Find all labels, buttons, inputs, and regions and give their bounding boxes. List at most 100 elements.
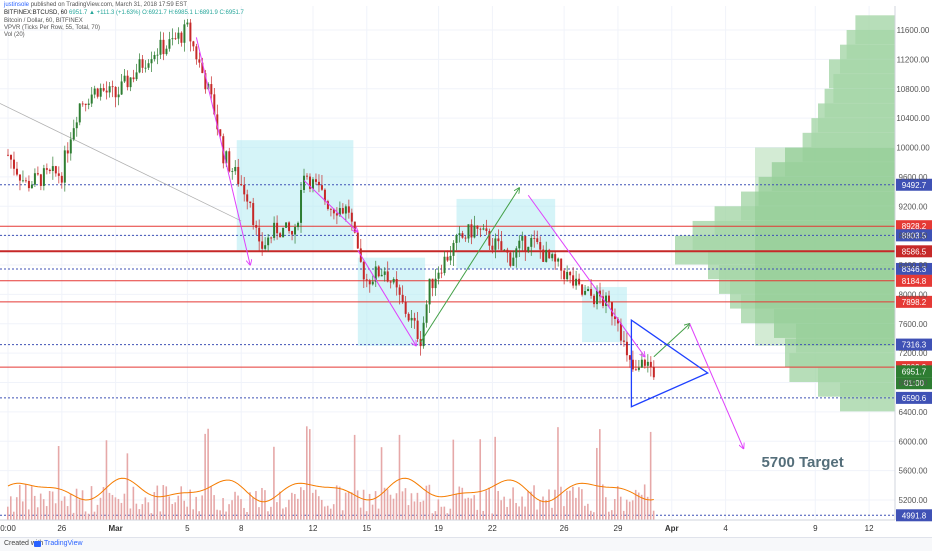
candle-body xyxy=(237,166,240,185)
candle-body xyxy=(536,238,539,243)
candle-body xyxy=(431,278,434,289)
candle-body xyxy=(353,221,356,233)
volume-bar xyxy=(536,509,538,520)
volume-bar xyxy=(416,492,419,520)
volume-bar xyxy=(314,489,317,520)
candle-body xyxy=(314,179,317,182)
candle-body xyxy=(147,63,150,68)
y-tick-label: 9600.00 xyxy=(899,173,928,182)
candle-body xyxy=(554,254,557,262)
candle-body xyxy=(54,166,57,174)
volume-bar xyxy=(628,501,631,520)
candle-body xyxy=(326,201,329,209)
volume-bar xyxy=(222,498,224,520)
candle-body xyxy=(422,322,425,347)
volume-bar xyxy=(461,487,464,520)
candle-body xyxy=(252,203,255,226)
volume-bar xyxy=(607,511,610,520)
candle-body xyxy=(368,280,371,285)
volume-bar xyxy=(162,485,165,520)
candle-body xyxy=(234,166,237,172)
indicator-vpvr[interactable]: VPVR (Ticks Per Row, 55, Total, 70) xyxy=(4,25,101,31)
volume-bar xyxy=(303,490,305,520)
candle-body xyxy=(392,278,395,283)
price-tag xyxy=(896,229,932,242)
volume-bar xyxy=(81,490,84,520)
x-tick-label: 15 xyxy=(362,524,371,533)
candle-body xyxy=(380,274,383,277)
symbol-name[interactable]: BITFINEX:BTCUSD, 60 xyxy=(4,10,68,16)
volume-bar xyxy=(18,484,21,520)
volume-bar xyxy=(45,506,48,520)
candle-body xyxy=(527,246,530,252)
candle-body xyxy=(183,24,186,43)
candle-body xyxy=(276,222,279,234)
volume-bar xyxy=(437,499,440,520)
candle-body xyxy=(637,367,640,370)
volume-bar xyxy=(434,511,437,520)
chart-title: Bitcoin / Dollar, 60, BITFINEX xyxy=(4,18,83,24)
volume-bar xyxy=(144,497,147,520)
volume-bar xyxy=(323,506,326,520)
tradingview-brand-link[interactable]: TradingView xyxy=(44,540,83,547)
volume-bar xyxy=(587,503,589,520)
candle-body xyxy=(634,369,637,371)
candle-body xyxy=(458,233,461,236)
candle-body xyxy=(398,287,401,295)
candle-body xyxy=(204,73,207,90)
volume-bar xyxy=(590,510,592,520)
y-tick-label: 11200.00 xyxy=(897,55,930,64)
current-price-label: 01:00 xyxy=(904,379,925,388)
indicator-vol[interactable]: Vol (20) xyxy=(4,32,25,38)
candle-body xyxy=(168,39,171,49)
volume-bar xyxy=(347,491,350,520)
annotation-arrow xyxy=(303,180,358,232)
y-tick-label: 9200.00 xyxy=(899,202,928,211)
candle-body xyxy=(524,236,527,252)
candle-body xyxy=(42,168,45,186)
volume-bar xyxy=(383,487,386,520)
candle-body xyxy=(201,62,204,74)
volume-bar xyxy=(554,489,556,520)
volume-bar xyxy=(374,491,377,520)
x-axis[interactable]: 0:00 26 Mar 5 8 12 15 19 22 26 29 Apr 4 9 12 xyxy=(0,519,895,533)
volume-bar xyxy=(593,512,595,520)
volume-bar xyxy=(569,490,571,520)
candle-body xyxy=(81,103,84,105)
candle-body xyxy=(192,41,195,47)
candle-body xyxy=(473,225,476,238)
volume-bar xyxy=(407,505,410,520)
candle-body xyxy=(45,168,48,170)
candle-body xyxy=(231,171,234,173)
annotation-arrow xyxy=(689,323,744,449)
annotation-arrow xyxy=(195,37,250,265)
volume-bar xyxy=(186,506,188,520)
candle-body xyxy=(198,59,201,63)
candle-body xyxy=(243,184,246,195)
volume-bar xyxy=(503,496,505,520)
volume-bar xyxy=(649,431,652,520)
author-link[interactable]: justinsole xyxy=(4,2,30,8)
annotation-arrow xyxy=(527,194,645,357)
volume-bar xyxy=(39,493,42,520)
volume-bar xyxy=(539,500,541,520)
volume-bar xyxy=(66,506,69,520)
candle-body xyxy=(249,201,252,204)
volume-bar xyxy=(634,489,637,520)
candle-body xyxy=(344,206,347,214)
candle-body xyxy=(329,208,332,210)
price-tag-label: 6590.6 xyxy=(902,394,927,403)
volume-bar xyxy=(228,504,230,520)
volume-bar xyxy=(380,447,383,520)
volume-bar xyxy=(24,484,27,520)
volume-bar xyxy=(63,496,66,520)
volume-bar xyxy=(308,429,311,520)
candle-body xyxy=(15,168,18,175)
candle-body xyxy=(311,179,314,189)
candle-body xyxy=(593,295,596,305)
volume-bar xyxy=(36,507,39,520)
candle-body xyxy=(84,103,87,105)
volume-bar xyxy=(521,496,523,520)
x-tick-label: 12 xyxy=(309,524,318,533)
